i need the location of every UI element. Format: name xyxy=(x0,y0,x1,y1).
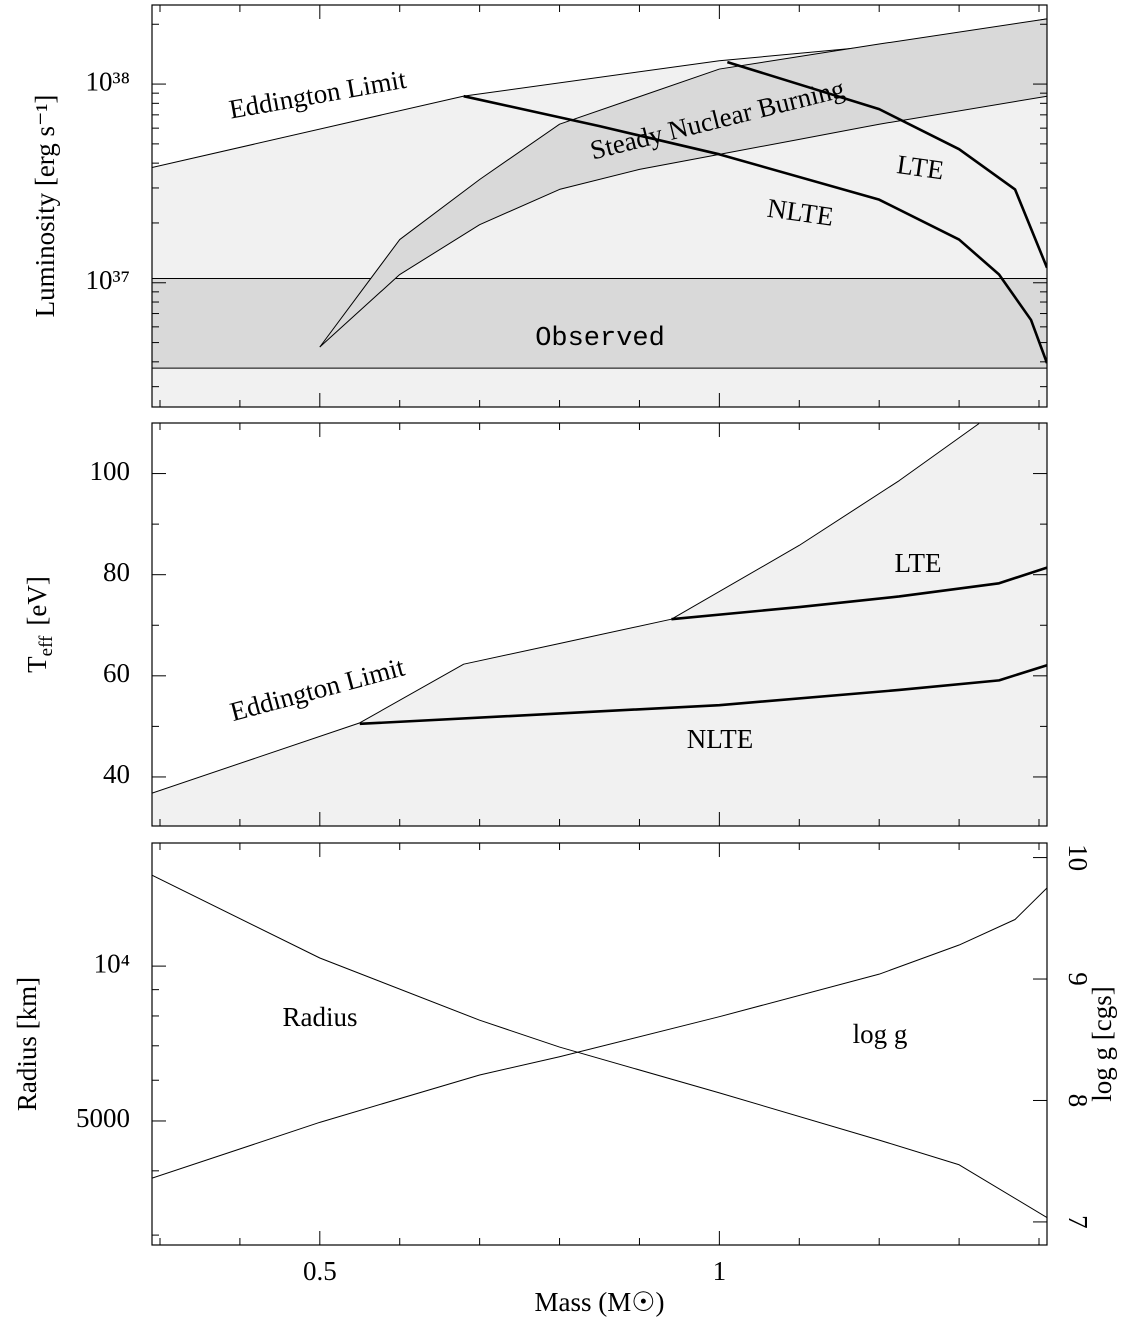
y-tick-label: 10⁴ xyxy=(94,948,130,978)
panel-frame xyxy=(151,4,1048,408)
y-tick-label: 100 xyxy=(90,456,131,486)
x-tick-label: 1 xyxy=(713,1256,727,1286)
curve xyxy=(152,887,1047,1179)
panel-frame xyxy=(151,422,1048,827)
y-label-unit: [eV] xyxy=(22,576,52,625)
observed-band xyxy=(152,278,1047,369)
y2-tick-label: 9 xyxy=(1063,972,1093,986)
y-axis-label: Luminosity [erg s⁻¹] xyxy=(30,95,60,318)
y-tick-label: 5000 xyxy=(76,1103,130,1133)
curve xyxy=(671,566,1047,621)
y2-axis-label: log g [cgs] xyxy=(1087,986,1117,1101)
x-axis-label: Mass (M☉) xyxy=(535,1287,665,1317)
x-tick-label: 0.5 xyxy=(303,1256,337,1286)
band-lower xyxy=(319,95,1047,348)
y-tick-label: 40 xyxy=(103,759,130,789)
band-upper xyxy=(319,18,1047,348)
curve xyxy=(726,60,1047,269)
limit-area xyxy=(152,423,1047,826)
y-tick-label: 80 xyxy=(103,557,130,587)
curve-label: log g xyxy=(853,1019,908,1049)
curve-label: Radius xyxy=(282,1002,357,1032)
y2-tick-label: 8 xyxy=(1063,1094,1093,1108)
y-tick-label: 10³⁸ xyxy=(85,66,130,96)
burning-band xyxy=(319,18,1047,348)
plot-area xyxy=(152,423,1047,826)
plot-area xyxy=(152,18,1047,407)
curve xyxy=(359,663,1047,726)
y2-tick-label: 10 xyxy=(1063,844,1093,871)
curve xyxy=(152,874,1047,1218)
curve xyxy=(463,94,1047,364)
plot-area xyxy=(152,874,1047,1218)
y-axis-label: Teff [eV] xyxy=(22,576,57,673)
curve-label: LTE xyxy=(895,149,946,185)
y-tick-label: 10³⁷ xyxy=(85,265,130,295)
curve-label: Observed xyxy=(535,324,665,354)
y2-tick-label: 7 xyxy=(1063,1215,1093,1229)
y-axis-label: Radius [km] xyxy=(12,977,42,1111)
y-label-main: T xyxy=(22,656,52,673)
curve-label: LTE xyxy=(895,548,942,578)
curve xyxy=(152,423,980,794)
curve-label: NLTE xyxy=(687,724,754,754)
y-label-sub: eff xyxy=(36,635,57,656)
y-tick-label: 60 xyxy=(103,658,130,688)
panel-frame xyxy=(151,842,1048,1246)
